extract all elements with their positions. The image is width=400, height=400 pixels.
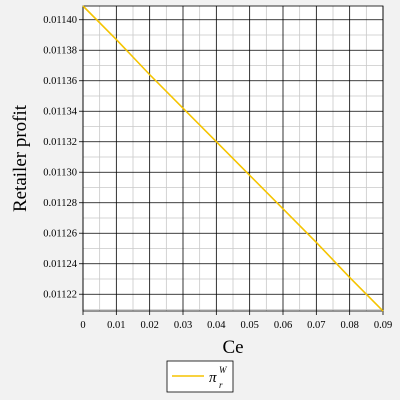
y-tick-label: 0.01122: [43, 290, 77, 301]
legend-symbol: π: [209, 370, 217, 386]
legend-superscript: W: [219, 365, 228, 375]
x-tick-label: 0.03: [174, 320, 192, 331]
y-tick-label: 0.01140: [43, 15, 77, 26]
x-tick-label: 0.02: [140, 320, 158, 331]
x-tick-label: 0.04: [207, 320, 226, 331]
series-layer: [82, 5, 384, 312]
x-tick-label: 0.09: [374, 320, 392, 331]
y-axis-ticks: 0.01122 0.01124 0.01126 0.01128 0.01130 0.011…: [43, 15, 83, 301]
x-tick-label: 0: [80, 320, 85, 331]
x-axis-title: Ce: [222, 337, 243, 358]
x-axis-ticks: 0 0.01 0.02 0.03 0.04 0.05 0.06 0.07 0.08 0.09: [80, 311, 392, 331]
minor-grid: [83, 6, 383, 311]
x-tick-label: 0.01: [107, 320, 125, 331]
y-tick-label: 0.01132: [43, 137, 77, 148]
y-tick-label: 0.01126: [43, 229, 77, 240]
y-tick-label: 0.01124: [43, 259, 77, 270]
x-tick-label: 0.08: [340, 320, 358, 331]
legend: π W r: [166, 360, 234, 393]
y-tick-label: 0.01136: [43, 76, 77, 87]
x-tick-label: 0.07: [307, 320, 325, 331]
y-tick-label: 0.01128: [43, 198, 77, 209]
y-tick-label: 0.01130: [43, 168, 77, 179]
y-tick-label: 0.01134: [43, 107, 77, 118]
series-line: [82, 5, 384, 312]
y-tick-label: 0.01138: [43, 46, 77, 57]
legend-subscript: r: [219, 380, 223, 390]
y-axis-title: Retailer profit: [10, 104, 31, 212]
x-tick-label: 0.06: [274, 320, 292, 331]
x-tick-label: 0.05: [240, 320, 258, 331]
plot-frame: [82, 5, 384, 312]
